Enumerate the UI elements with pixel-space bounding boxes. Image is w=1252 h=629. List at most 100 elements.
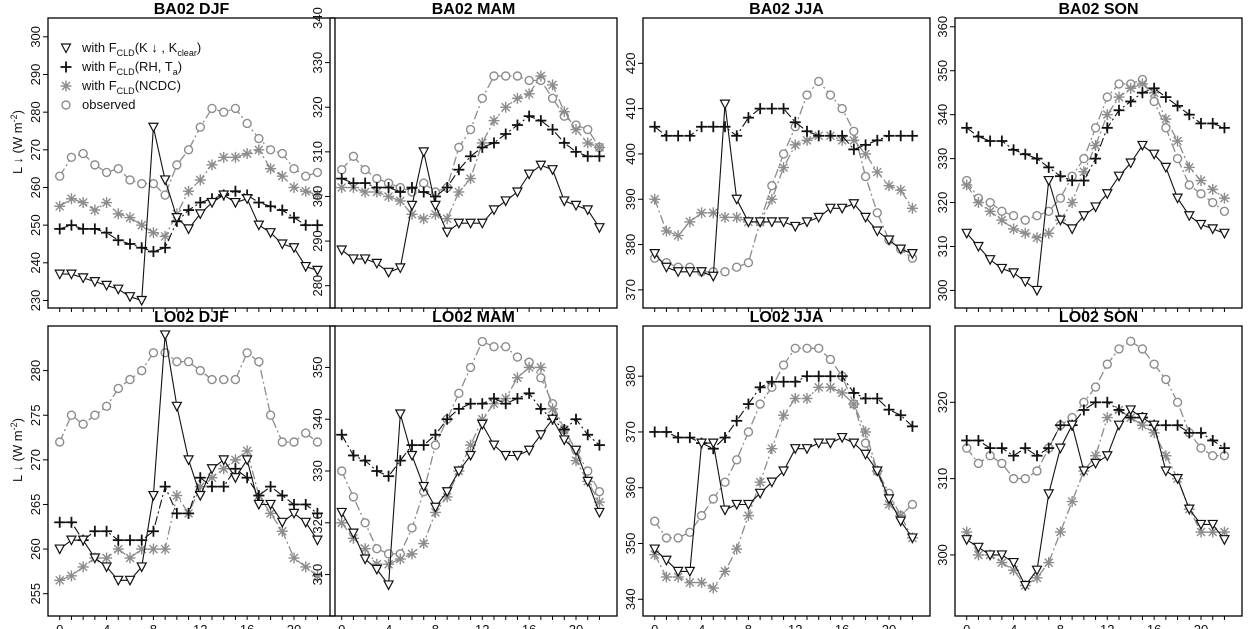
data-point [1090,396,1102,408]
data-point [860,171,871,182]
data-point [813,370,825,382]
data-point [101,401,112,412]
data-point [418,439,430,451]
data-point [848,134,860,146]
data-point [1218,228,1230,240]
data-point [113,163,123,174]
data-point [1183,427,1195,439]
data-point [720,477,730,487]
data-point [89,525,101,537]
data-point [778,217,790,228]
series-line [654,108,913,151]
data-point [465,173,477,185]
panel-title: BA02 DJF [154,1,230,18]
data-point [1102,359,1112,369]
data-point [500,398,512,410]
data-point [766,376,778,388]
data-point [754,103,766,115]
x-tick-label: 20 [569,622,583,629]
data-point [972,241,984,253]
data-point [1207,117,1219,129]
y-tick-label: 320 [310,512,325,534]
data-point [1031,450,1043,462]
data-point [848,438,860,449]
data-point [582,150,594,162]
data-point [1043,489,1055,500]
data-point [229,473,241,484]
y-tick-label: 320 [310,96,325,118]
data-point [754,381,766,393]
data-point [1043,161,1055,173]
data-point [77,561,89,573]
series-fk [961,405,1230,592]
data-point [66,152,77,163]
data-point [419,178,429,188]
data-point [802,343,812,354]
data-point [1218,442,1230,454]
data-point [383,190,395,202]
data-point [54,223,66,235]
data-point [453,186,465,198]
data-point [649,249,661,260]
data-point [719,505,731,516]
data-point [89,277,101,288]
y-tick-label: 350 [623,533,638,555]
y-tick-label: 280 [310,275,325,297]
data-point [172,160,182,170]
data-point [218,455,230,466]
y-tick-label: 380 [623,234,638,256]
data-point [1078,175,1090,187]
data-point [89,553,101,564]
data-point [359,177,371,189]
plot-frame [954,17,1243,309]
data-point [1113,171,1125,182]
data-point [535,70,547,82]
data-point [871,226,883,237]
data-point [535,361,547,373]
data-point [1043,227,1055,239]
data-point [159,481,171,493]
data-point [984,550,996,561]
x-tick-label: 0 [651,622,658,629]
data-point [77,223,89,235]
x-tick-label: 12 [193,622,207,629]
data-point [583,124,593,135]
data-point [477,336,487,347]
y-tick-label: 290 [310,230,325,252]
data-point [124,292,136,303]
data-point [536,373,546,383]
data-point [672,267,684,278]
data-point [253,220,265,231]
data-point [836,432,848,444]
data-point [55,437,65,447]
data-point [732,262,742,272]
data-point [742,510,754,522]
x-tick-label: 0 [963,622,970,629]
data-point [535,403,547,415]
data-point [997,458,1007,469]
data-point [649,121,661,133]
data-point [871,466,883,477]
data-point [1090,382,1101,392]
data-point [312,167,323,178]
data-point [477,93,487,104]
data-point [147,490,159,502]
data-point [1032,466,1042,476]
series-rh [336,110,605,202]
data-point [1113,404,1125,416]
data-point [984,442,996,454]
data-point [311,189,323,201]
data-point [1207,224,1219,235]
x-tick-label: 16 [835,622,849,629]
data-point [672,130,684,142]
data-point [985,197,995,208]
data-point [206,159,218,171]
data-point [406,450,418,462]
data-point [570,445,582,457]
data-point [147,525,159,537]
data-point [1207,526,1219,538]
data-point [194,472,206,484]
data-point [148,348,159,358]
data-point [183,507,195,519]
data-point [183,145,194,155]
